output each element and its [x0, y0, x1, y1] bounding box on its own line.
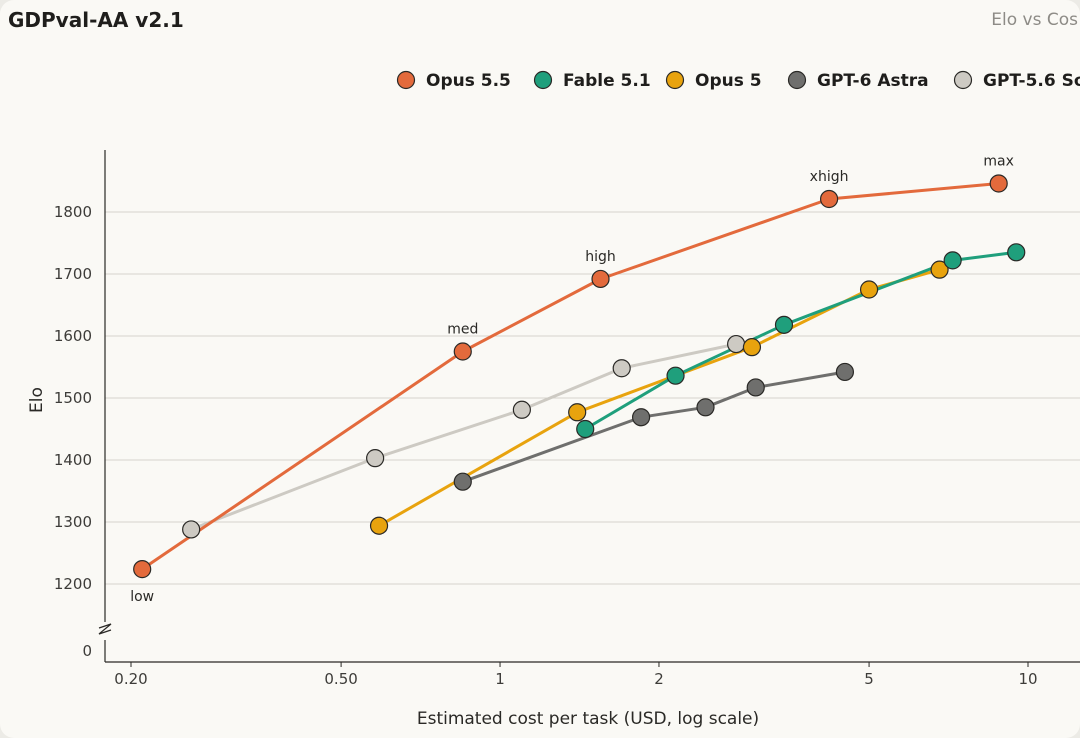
data-point [859, 280, 879, 299]
point-label: max [983, 153, 1014, 169]
y-tick-label: 1600 [54, 327, 92, 345]
legend-item: GPT-5.6 So [953, 70, 1080, 91]
series-line [141, 182, 999, 571]
legend-label: Opus 5.5 [426, 71, 511, 91]
data-point [133, 560, 152, 579]
point-label: high [585, 249, 616, 265]
axis-break-mark [98, 623, 112, 635]
data-point [989, 174, 1008, 193]
data-point [576, 419, 595, 439]
legend-label: GPT-5.6 So [983, 71, 1080, 91]
data-point [453, 342, 472, 361]
series-line [190, 342, 737, 531]
x-tick-label: 10 [1018, 670, 1037, 688]
point-labels: low med high xhigh max [130, 153, 1014, 605]
series-lines [141, 182, 1017, 571]
legend-label: GPT-6 Astra [817, 71, 929, 91]
data-point [696, 398, 715, 417]
legend-item: Opus 5 [665, 70, 762, 91]
point-label: med [447, 322, 478, 338]
legend-marker [665, 70, 685, 90]
data-point [453, 472, 472, 491]
data-point [746, 378, 765, 397]
point-label: xhigh [810, 169, 849, 185]
y-tick-label: 1300 [54, 513, 92, 531]
legend-label: Fable 5.1 [563, 71, 651, 91]
series-line [584, 250, 1017, 431]
legend-label: Opus 5 [695, 71, 762, 91]
legend-item: Fable 5.1 [533, 70, 651, 91]
x-axis-label: Estimated cost per task (USD, log scale) [417, 709, 759, 729]
data-point [631, 408, 651, 427]
y-tick-label: 1700 [54, 265, 92, 283]
grid-lines [105, 211, 1080, 585]
y-tick-label: 0 [82, 642, 92, 660]
legend-item: GPT-6 Astra [787, 70, 929, 91]
legend-marker [396, 70, 416, 90]
y-tick-label: 1200 [54, 575, 92, 593]
x-tick-label: 1 [495, 670, 505, 688]
legend: Opus 5.5 Fable 5.1 Opus 5 GPT-6 Astra GPT-5.… [396, 70, 1080, 91]
data-point [666, 366, 685, 385]
data-point [727, 334, 746, 354]
axes: 1200 1300 1400 1500 1600 1700 1800 0 0.20 0.50 1 2 5… [54, 150, 1080, 688]
y-tick-label: 1800 [54, 203, 92, 221]
x-tick-label: 0.20 [114, 670, 147, 688]
data-point [742, 338, 762, 357]
data-point [835, 362, 855, 382]
legend-item: Opus 5.5 [396, 70, 511, 91]
y-tick-label: 1400 [54, 451, 92, 469]
legend-marker [533, 70, 553, 90]
legend-marker [953, 70, 973, 90]
data-point [366, 449, 385, 468]
chart-title: GDPval-AA v2.1 [8, 8, 184, 32]
data-point [512, 400, 531, 419]
data-point [612, 359, 631, 378]
legend-marker [787, 70, 807, 90]
data-point [774, 315, 794, 334]
point-label: low [130, 589, 154, 605]
y-tick-label: 1500 [54, 389, 92, 407]
data-point [1007, 243, 1026, 262]
data-point [182, 520, 201, 539]
x-tick-label: 0.50 [324, 670, 357, 688]
y-axis-label: Elo [27, 387, 47, 413]
x-tick-label: 2 [654, 670, 664, 688]
chart-subtitle: Elo vs Cos [991, 10, 1078, 30]
data-point [819, 189, 839, 209]
data-point [591, 269, 610, 289]
data-point [943, 251, 962, 270]
data-point [568, 403, 587, 422]
data-point [930, 260, 949, 279]
series-points [133, 174, 1026, 579]
x-tick-label: 5 [864, 670, 874, 688]
data-point [369, 516, 389, 535]
